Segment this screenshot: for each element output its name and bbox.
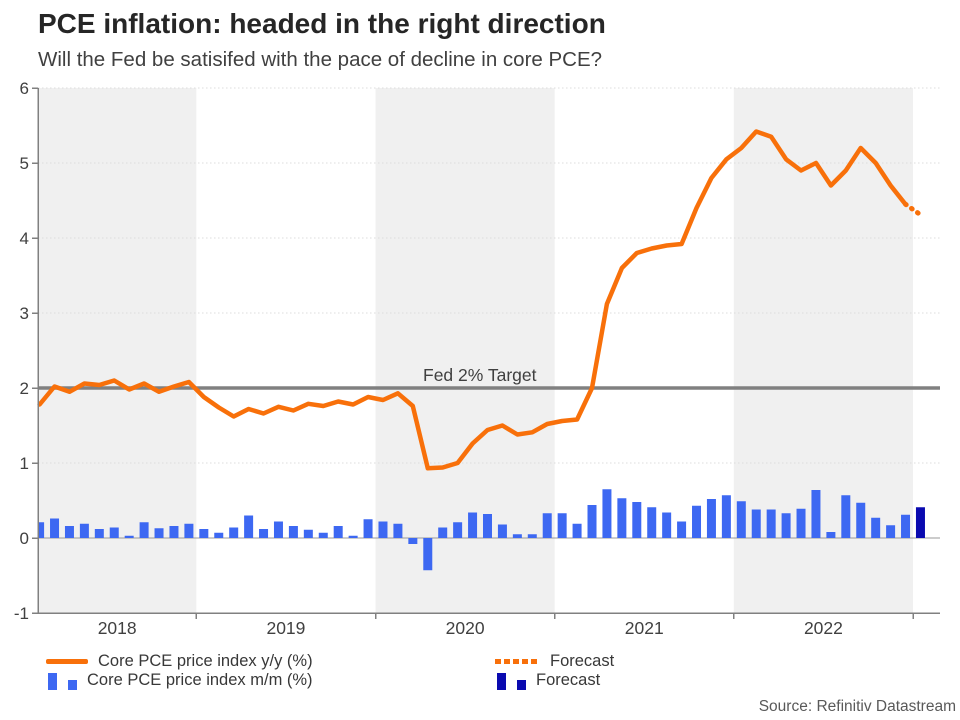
mm-bar <box>468 512 478 538</box>
mm-bar <box>617 498 627 538</box>
mm-bar <box>453 522 463 538</box>
mm-bar <box>602 489 612 538</box>
y-tick-label: 6 <box>20 79 29 98</box>
mm-bar-swatch <box>48 672 77 690</box>
mm-bar <box>79 523 89 538</box>
y-tick-label: -1 <box>14 604 29 623</box>
legend-label-yoy: Core PCE price index y/y (%) <box>98 652 313 670</box>
mm-bar <box>796 508 806 538</box>
mm-bar <box>229 527 239 538</box>
mm-bar <box>736 501 746 538</box>
page-title: PCE inflation: headed in the right direc… <box>38 8 606 39</box>
mm-bar <box>378 521 388 538</box>
mm-bar <box>438 527 448 538</box>
mm-bar <box>199 529 209 538</box>
mm-bar <box>647 507 657 538</box>
mm-bar <box>572 523 582 538</box>
mm-bar <box>348 535 358 538</box>
y-tick-label: 2 <box>20 379 29 398</box>
legend-item-yoy: Core PCE price index y/y (%) <box>46 652 313 671</box>
mm-bar <box>721 495 731 538</box>
legend-item-forecast-bar: Forecast <box>497 671 600 690</box>
mm-bar <box>886 525 896 538</box>
mm-bar <box>766 509 776 538</box>
mm-bar <box>38 522 45 538</box>
mm-bar <box>50 518 60 538</box>
page-subtitle: Will the Fed be satisifed with the pace … <box>38 48 603 71</box>
mm-bar <box>706 499 716 538</box>
source-text: Source: Refinitiv Datastream <box>758 698 956 715</box>
yoy-forecast-segment <box>903 201 923 218</box>
mm-bar <box>94 529 104 538</box>
mm-bar <box>244 515 254 538</box>
mm-bar <box>557 513 567 538</box>
mm-bar <box>139 522 149 538</box>
y-tick-label: 4 <box>20 229 29 248</box>
mm-bar <box>154 528 164 538</box>
y-tick-label: 1 <box>20 454 29 473</box>
x-year-label: 2018 <box>98 618 137 638</box>
mm-bar <box>662 512 672 538</box>
mm-bar <box>901 514 911 538</box>
mm-bar <box>781 513 791 538</box>
mm-bar <box>184 523 194 538</box>
y-tick-label: 5 <box>20 154 29 173</box>
mm-bar <box>542 513 552 538</box>
mm-bar <box>393 523 403 538</box>
mm-bar <box>482 514 492 538</box>
mm-bar <box>751 509 761 538</box>
mm-bar <box>527 534 537 538</box>
x-year-label: 2022 <box>804 618 843 638</box>
mm-bar <box>811 490 821 538</box>
year-band <box>375 88 555 613</box>
mm-bar <box>64 526 74 538</box>
forecast-bar-swatch <box>497 672 526 690</box>
mm-bars-group <box>38 489 925 571</box>
x-year-label: 2021 <box>625 618 664 638</box>
mm-bar <box>169 526 179 538</box>
mm-bar <box>273 521 283 538</box>
mm-bar <box>841 495 851 538</box>
mm-bar <box>632 502 642 538</box>
mm-bar <box>109 527 119 538</box>
mm-bar <box>677 521 687 538</box>
y-tick-label: 0 <box>20 529 29 548</box>
mm-bar <box>363 519 373 538</box>
mm-bar <box>408 538 418 544</box>
legend-label-forecast-bar: Forecast <box>536 671 601 689</box>
mm-bar <box>871 517 881 538</box>
legend-item-forecast-line: Forecast <box>495 652 614 671</box>
mm-bar <box>333 526 343 538</box>
y-tick-label: 3 <box>20 304 29 323</box>
x-year-label: 2019 <box>266 618 305 638</box>
legend-label-mm: Core PCE price index m/m (%) <box>87 671 313 689</box>
mm-bar <box>303 529 313 538</box>
yoy-line <box>37 129 908 471</box>
mm-bar <box>124 535 134 538</box>
mm-bar <box>587 505 597 538</box>
target-label: Fed 2% Target <box>423 365 537 385</box>
x-year-label: 2020 <box>446 618 485 638</box>
forecast-line-swatch <box>495 659 540 664</box>
mm-bar <box>497 524 507 538</box>
mm-bar <box>259 529 269 538</box>
mm-bar <box>856 502 866 538</box>
yoy-line-swatch <box>46 659 88 664</box>
legend-item-mm: Core PCE price index m/m (%) <box>48 671 313 690</box>
mm-forecast-bar <box>915 507 925 538</box>
legend-label-forecast-line: Forecast <box>550 652 615 670</box>
year-band <box>38 88 197 613</box>
mm-bar <box>512 534 522 538</box>
mm-bar <box>318 532 328 538</box>
mm-bar <box>214 532 224 538</box>
mm-bar <box>288 526 298 538</box>
mm-bar <box>826 532 836 538</box>
mm-bar <box>692 505 702 538</box>
mm-bar <box>423 538 433 571</box>
